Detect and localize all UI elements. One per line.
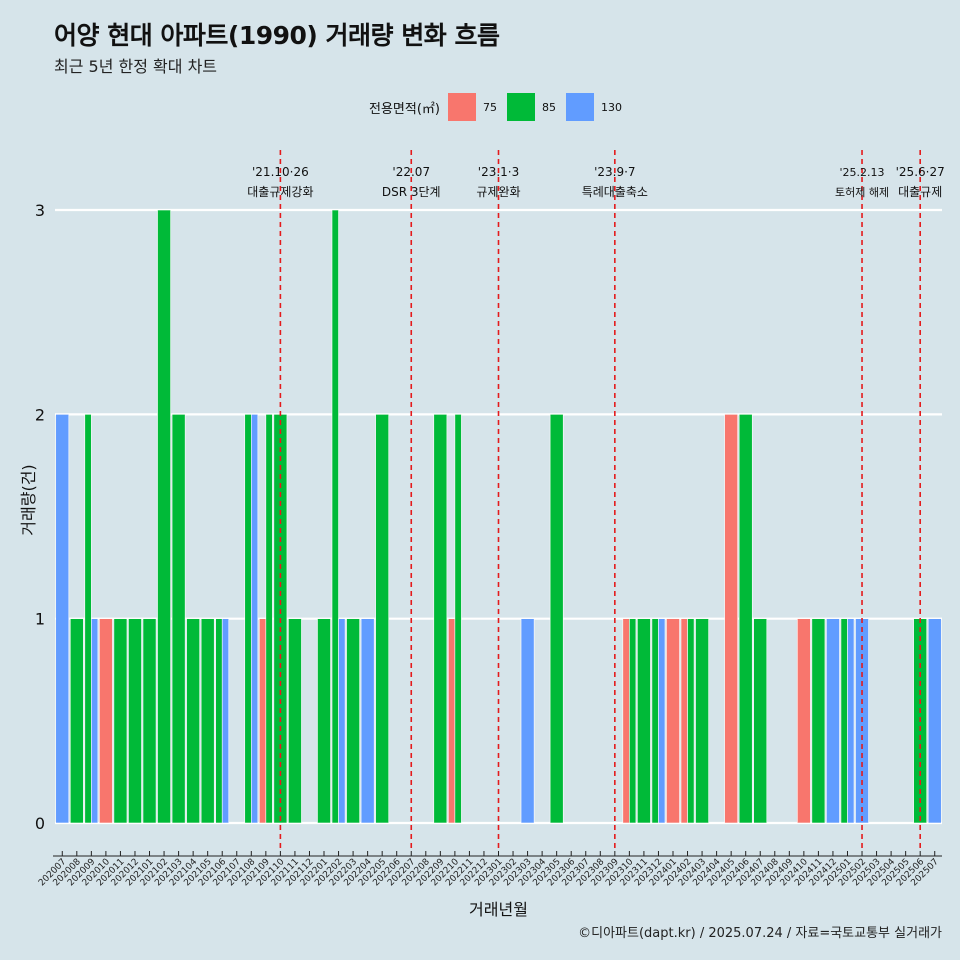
- bar-202403-85: [695, 618, 709, 824]
- legend-label-85: 85: [541, 100, 556, 114]
- chart-title: 어양 현대 아파트(1990) 거래량 변화 흐름: [54, 21, 500, 50]
- bar-202303-130: [520, 618, 535, 824]
- bar-202108-85: [244, 414, 252, 824]
- bar-202010-75: [99, 618, 113, 824]
- legend-label-130: 130: [600, 100, 622, 114]
- event-label: 특례대출축소: [582, 185, 648, 199]
- x-axis-title: 거래년월: [469, 900, 528, 919]
- bar-202106-130: [221, 618, 230, 824]
- bar-202011-85: [113, 618, 128, 824]
- bar-202109-75: [259, 618, 267, 824]
- event-label: DSR 3단계: [382, 185, 441, 199]
- bar-202312-130: [658, 618, 666, 824]
- bar-202108-130: [251, 414, 259, 824]
- bar-202103-85: [171, 414, 186, 824]
- bar-202312-85: [651, 618, 659, 824]
- event-date-label: '23.9·7: [594, 165, 635, 179]
- event-date-label: '21.10·26: [252, 165, 309, 179]
- bar-202311-85: [637, 618, 651, 824]
- bar-202210-75: [448, 618, 456, 824]
- bar-202204-130: [360, 618, 375, 824]
- bar-202202-130: [338, 618, 346, 824]
- legend-swatch-85: [506, 93, 535, 121]
- bar-202007-130: [55, 414, 70, 824]
- bar-202305-85: [549, 414, 564, 824]
- y-tick-label: 2: [35, 405, 45, 424]
- bar-202407-85: [753, 618, 768, 824]
- event-label: 토허제 해제: [835, 185, 889, 199]
- bar-202109-85: [265, 414, 273, 824]
- legend-item-85: 85: [506, 93, 556, 121]
- bar-202501-130: [847, 618, 855, 824]
- bar-202111-85: [288, 618, 302, 824]
- bar-202009-130: [91, 618, 99, 824]
- y-tick-label: 1: [35, 610, 45, 629]
- bar-202210-85: [454, 414, 462, 824]
- legend-label-75: 75: [482, 100, 497, 114]
- bar-202406-85: [738, 414, 753, 824]
- bar-202205-85: [375, 414, 390, 824]
- y-tick-label: 0: [35, 814, 45, 833]
- bar-202501-85: [840, 618, 848, 824]
- event-label: 대출규제: [898, 185, 942, 199]
- y-tick-label: 3: [35, 201, 45, 220]
- bar-202405-75: [724, 414, 738, 824]
- y-axis-title: 거래량(건): [19, 464, 38, 535]
- bar-202310-75: [622, 618, 630, 824]
- legend-swatch-75: [447, 93, 476, 121]
- bar-202209-85: [433, 414, 448, 824]
- bar-202401-75: [666, 618, 680, 824]
- legend-item-130: 130: [565, 93, 622, 121]
- bar-202101-85: [142, 618, 157, 824]
- bar-202410-75: [797, 618, 811, 824]
- bar-202201-85: [317, 618, 331, 824]
- event-date-label: '25.6·27: [896, 165, 945, 179]
- bar-202310-85: [629, 618, 637, 824]
- bar-202012-85: [128, 618, 142, 824]
- bar-202009-85: [84, 414, 92, 824]
- bar-202104-85: [186, 618, 200, 824]
- bar-202105-85: [200, 618, 215, 824]
- chart-subtitle: 최근 5년 한정 확대 차트: [54, 57, 218, 76]
- event-date-label: '25.2.13: [840, 166, 885, 179]
- bar-202402-85: [687, 618, 695, 824]
- event-date-label: '23.1·3: [478, 165, 519, 179]
- event-label: 대출규제강화: [247, 185, 313, 199]
- legend-swatch-130: [565, 93, 594, 121]
- legend: 전용면적(㎡) 75 85 130: [369, 92, 632, 122]
- bar-202106-85: [215, 618, 223, 824]
- bar-202411-85: [811, 618, 826, 824]
- bar-202102-85: [157, 209, 171, 824]
- bar-202402-75: [680, 618, 688, 824]
- source-caption: ©디아파트(dapt.kr) / 2025.07.24 / 자료=국토교통부 실…: [578, 926, 942, 941]
- event-date-label: '22.07: [392, 165, 430, 179]
- bar-202412-130: [826, 618, 840, 824]
- event-label: 규제완화: [476, 185, 520, 199]
- bar-202008-85: [69, 618, 84, 824]
- legend-title: 전용면적(㎡): [369, 101, 440, 117]
- bar-202202-85: [331, 209, 339, 824]
- bar-202203-85: [346, 618, 360, 824]
- bar-202507-130: [927, 618, 942, 824]
- legend-item-75: 75: [447, 93, 497, 121]
